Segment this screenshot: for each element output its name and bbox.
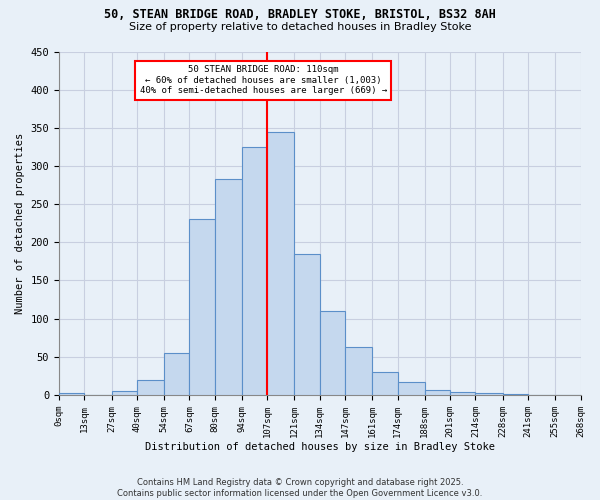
Text: 50 STEAN BRIDGE ROAD: 110sqm
← 60% of detached houses are smaller (1,003)
40% of: 50 STEAN BRIDGE ROAD: 110sqm ← 60% of de… <box>140 65 387 95</box>
Text: Contains HM Land Registry data © Crown copyright and database right 2025.
Contai: Contains HM Land Registry data © Crown c… <box>118 478 482 498</box>
Bar <box>164 353 190 395</box>
Bar <box>475 394 503 395</box>
Bar <box>137 380 164 395</box>
Bar <box>267 132 295 395</box>
Text: 50, STEAN BRIDGE ROAD, BRADLEY STOKE, BRISTOL, BS32 8AH: 50, STEAN BRIDGE ROAD, BRADLEY STOKE, BR… <box>104 8 496 20</box>
Bar <box>295 254 320 395</box>
Bar <box>398 382 425 395</box>
Bar <box>450 392 475 395</box>
Y-axis label: Number of detached properties: Number of detached properties <box>15 132 25 314</box>
Bar <box>503 394 528 395</box>
Bar <box>345 347 373 395</box>
Bar <box>373 372 398 395</box>
Text: Size of property relative to detached houses in Bradley Stoke: Size of property relative to detached ho… <box>129 22 471 32</box>
Bar <box>320 311 345 395</box>
Bar <box>59 392 85 395</box>
Bar <box>215 179 242 395</box>
Bar <box>190 220 215 395</box>
Bar <box>242 147 267 395</box>
X-axis label: Distribution of detached houses by size in Bradley Stoke: Distribution of detached houses by size … <box>145 442 495 452</box>
Bar <box>112 391 137 395</box>
Bar <box>425 390 450 395</box>
